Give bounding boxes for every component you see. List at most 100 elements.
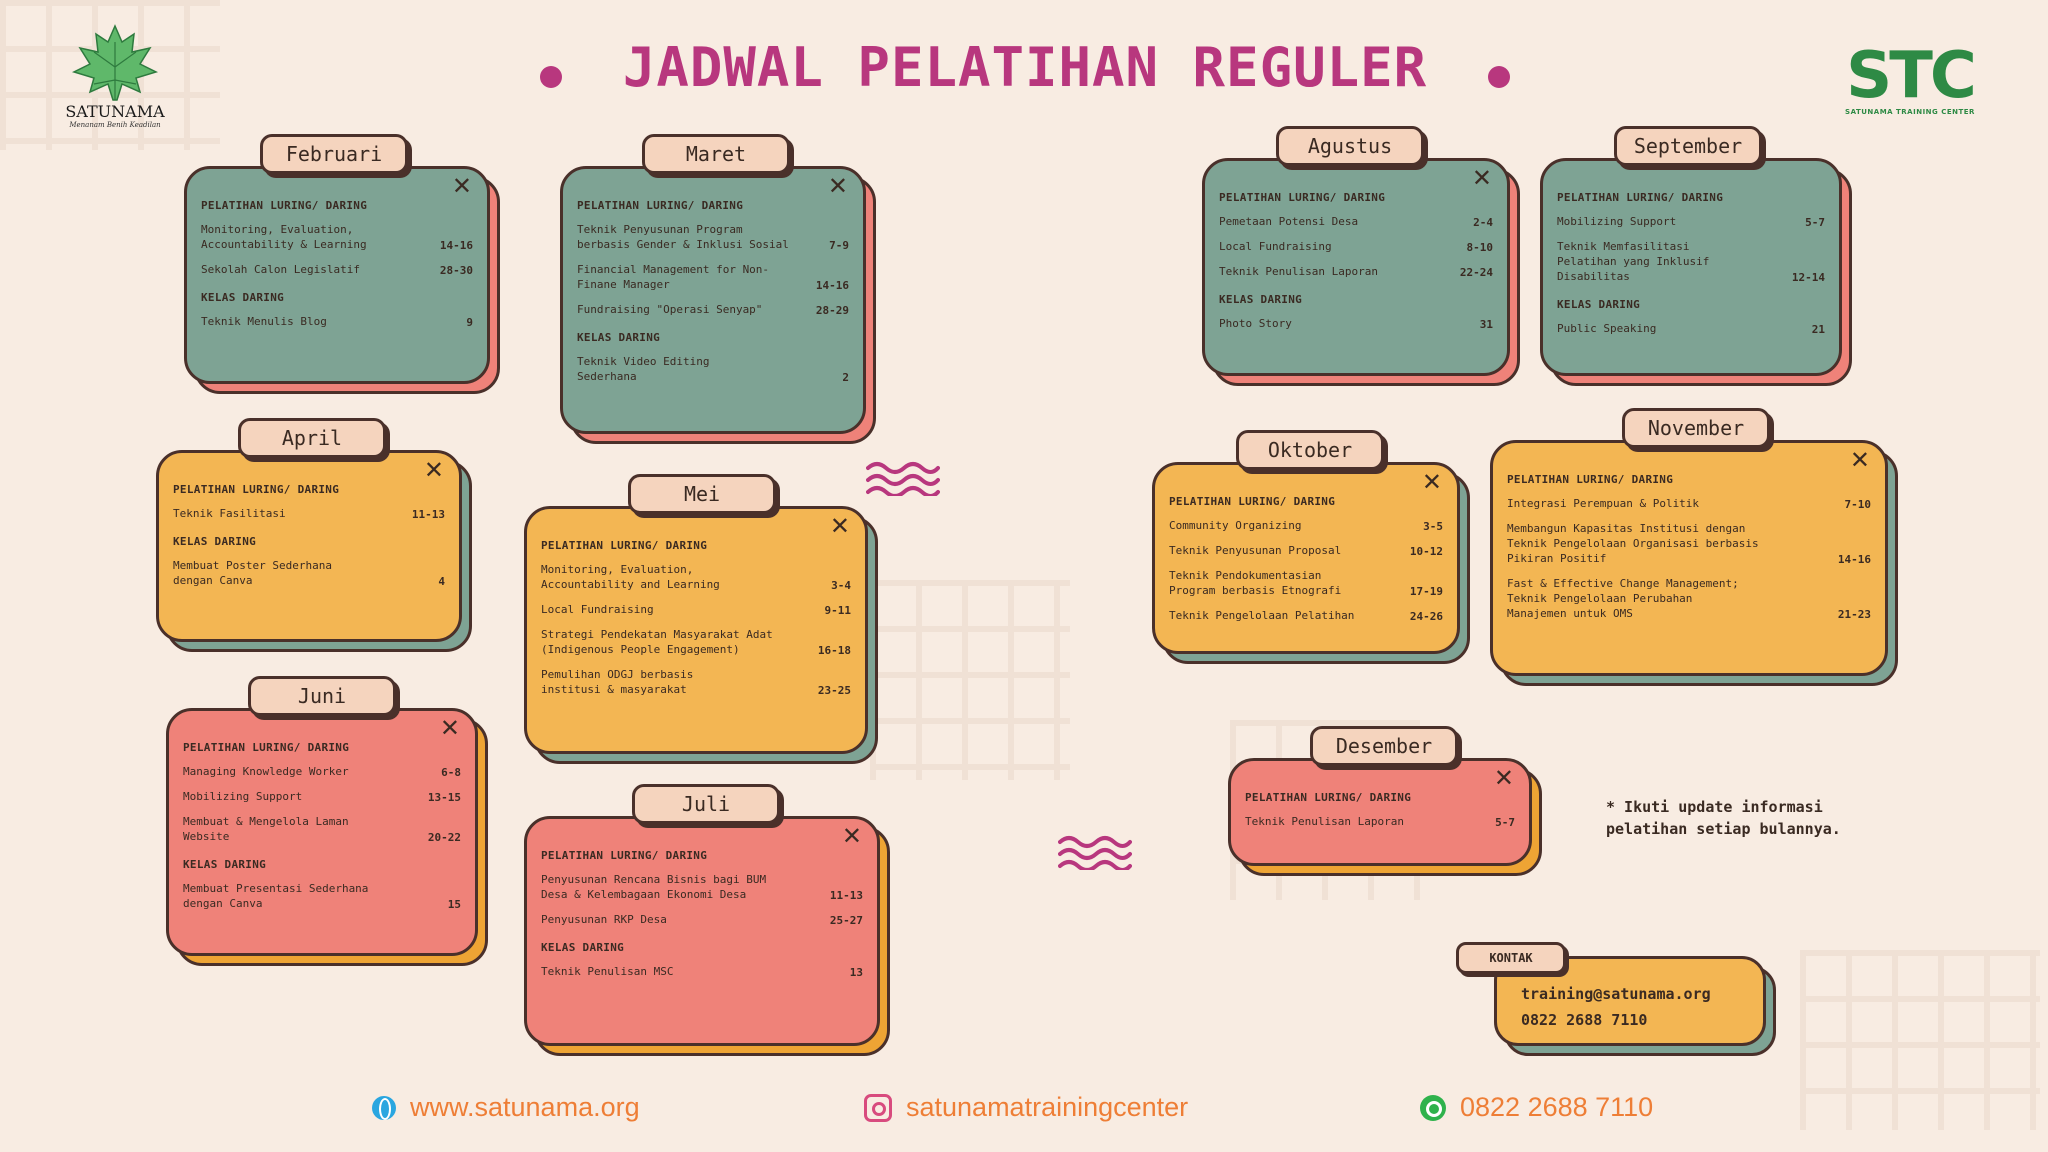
month-tab: April (238, 418, 386, 458)
training-item: Membangun Kapasitas Institusi dengan Tek… (1507, 521, 1871, 566)
month-card-juni: PELATIHAN LURING/ DARING Managing Knowled… (166, 676, 488, 966)
stc-logo: STC SATUNAMA TRAINING CENTER (1840, 44, 1980, 116)
training-title: Teknik Video Editing Sederhana (577, 355, 710, 383)
month-card-juli: PELATIHAN LURING/ DARING Penyusunan Renca… (524, 784, 890, 1056)
month-tab: Oktober (1236, 430, 1384, 470)
training-date: 7-10 (1844, 498, 1872, 511)
section-title: PELATIHAN LURING/ DARING (1507, 473, 1674, 486)
section-title: PELATIHAN LURING/ DARING (1557, 191, 1724, 204)
title-dot-left (540, 66, 562, 88)
training-date: 21-23 (1837, 608, 1871, 621)
training-date: 12-14 (1791, 271, 1825, 284)
training-date: 2 (842, 371, 849, 384)
section-title: KELAS DARING (1219, 293, 1303, 306)
training-item: Teknik Video Editing Sederhana 2 (577, 354, 849, 384)
training-title: Teknik Pendokumentasian Program berbasis… (1169, 569, 1342, 597)
close-icon[interactable]: ✕ (1471, 164, 1492, 192)
footer-website-text[interactable]: www.satunama.org (410, 1092, 640, 1122)
section-title: PELATIHAN LURING/ DARING (173, 483, 340, 496)
training-date: 6-8 (441, 766, 461, 779)
training-title: Teknik Fasilitasi (173, 507, 286, 520)
training-date: 13 (849, 966, 863, 979)
training-title: Monitoring, Evaluation, Accountability a… (541, 563, 720, 591)
training-date: 13-15 (427, 791, 461, 804)
month-tab: Juni (248, 676, 396, 716)
training-item: Teknik Memfasilitasi Pelatihan yang Inkl… (1557, 239, 1825, 284)
training-date: 28-30 (439, 264, 473, 277)
training-title: Teknik Menulis Blog (201, 315, 327, 328)
stc-logo-sub: SATUNAMA TRAINING CENTER (1845, 108, 1975, 116)
close-icon[interactable]: ✕ (1849, 446, 1870, 474)
close-icon[interactable]: ✕ (451, 172, 472, 200)
training-date: 20-22 (427, 831, 461, 844)
close-icon[interactable]: ✕ (827, 172, 848, 200)
training-title: Pemetaan Potensi Desa (1219, 215, 1359, 228)
training-item: Penyusunan RKP Desa 25-27 (541, 912, 863, 927)
training-item: Mobilizing Support 13-15 (183, 789, 461, 804)
month-card-april: PELATIHAN LURING/ DARING Teknik Fasilitas… (156, 418, 472, 652)
training-item: Strategi Pendekatan Masyarakat Adat (Ind… (541, 627, 851, 657)
close-icon[interactable]: ✕ (829, 512, 850, 540)
section-title: PELATIHAN LURING/ DARING (1245, 791, 1412, 804)
training-date: 24-26 (1409, 610, 1443, 623)
month-tab: Maret (642, 134, 790, 174)
section-title: PELATIHAN LURING/ DARING (183, 741, 350, 754)
section-title: KELAS DARING (173, 535, 257, 548)
training-item: Photo Story 31 (1219, 316, 1493, 331)
close-icon[interactable]: ✕ (1493, 764, 1514, 792)
month-tab: Mei (628, 474, 776, 514)
training-title: Membangun Kapasitas Institusi dengan Tek… (1507, 522, 1759, 565)
footer-instagram-text[interactable]: satunamatrainingcenter (906, 1092, 1189, 1122)
month-tab: Februari (260, 134, 408, 174)
grid-decoration (870, 580, 1070, 780)
footer-instagram[interactable]: satunamatrainingcenter (864, 1092, 1188, 1123)
footer-whatsapp[interactable]: 0822 2688 7110 (1420, 1092, 1653, 1123)
section-title: PELATIHAN LURING/ DARING (1169, 495, 1336, 508)
training-date: 23-25 (817, 684, 851, 697)
close-icon[interactable]: ✕ (1421, 468, 1442, 496)
training-title: Teknik Penulisan Laporan (1245, 815, 1404, 828)
training-item: Local Fundraising 9-11 (541, 602, 851, 617)
month-card-maret: PELATIHAN LURING/ DARING Teknik Penyusuna… (560, 134, 876, 444)
training-item: Pemetaan Potensi Desa 2-4 (1219, 214, 1493, 229)
training-date: 3-4 (831, 579, 851, 592)
training-item: Membuat & Mengelola Laman Website 20-22 (183, 814, 461, 844)
footer-website[interactable]: www.satunama.org (372, 1092, 640, 1123)
satunama-logo: SATUNAMA Menanam Benih Keadilan (60, 22, 170, 129)
training-item: Community Organizing 3-5 (1169, 518, 1443, 533)
close-icon[interactable]: ✕ (423, 456, 444, 484)
section-title: PELATIHAN LURING/ DARING (541, 539, 708, 552)
section-title: KELAS DARING (541, 941, 625, 954)
training-item: Mobilizing Support 5-7 (1557, 214, 1825, 229)
close-icon[interactable]: ✕ (841, 822, 862, 850)
kontak-phone[interactable]: 0822 2688 7110 (1521, 1011, 1648, 1029)
training-title: Mobilizing Support (1557, 215, 1677, 228)
kontak-email[interactable]: training@satunama.org (1521, 985, 1711, 1003)
training-title: Teknik Memfasilitasi Pelatihan yang Inkl… (1557, 240, 1710, 283)
close-icon[interactable]: ✕ (439, 714, 460, 742)
month-card-desember: PELATIHAN LURING/ DARING Teknik Penulisan… (1228, 726, 1542, 876)
training-date: 14-16 (439, 239, 473, 252)
kontak-label: KONTAK (1456, 942, 1566, 974)
maple-leaf-icon (71, 24, 159, 101)
training-item: Pemulihan ODGJ berbasis institusi & masy… (541, 667, 851, 697)
footer-whatsapp-text[interactable]: 0822 2688 7110 (1460, 1092, 1654, 1122)
training-date: 7-9 (829, 239, 849, 252)
training-title: Teknik Pengelolaan Pelatihan (1169, 609, 1355, 622)
training-title: Local Fundraising (1219, 240, 1332, 253)
section-title: KELAS DARING (201, 291, 285, 304)
training-title: Managing Knowledge Worker (183, 765, 349, 778)
update-note: * Ikuti update informasi pelatihan setia… (1606, 798, 1841, 838)
training-item: Integrasi Perempuan & Politik 7-10 (1507, 496, 1871, 511)
wave-decoration (1058, 836, 1132, 870)
month-tab: Desember (1310, 726, 1458, 766)
training-title: Penyusunan Rencana Bisnis bagi BUM Desa … (541, 873, 767, 901)
whatsapp-icon (1420, 1094, 1446, 1121)
training-date: 4 (438, 575, 445, 588)
training-item: Managing Knowledge Worker 6-8 (183, 764, 461, 779)
section-title: PELATIHAN LURING/ DARING (201, 199, 368, 212)
training-title: Pemulihan ODGJ berbasis institusi & masy… (541, 668, 694, 696)
training-date: 14-16 (815, 279, 849, 292)
training-title: Integrasi Perempuan & Politik (1507, 497, 1700, 510)
section-title: KELAS DARING (1557, 298, 1641, 311)
